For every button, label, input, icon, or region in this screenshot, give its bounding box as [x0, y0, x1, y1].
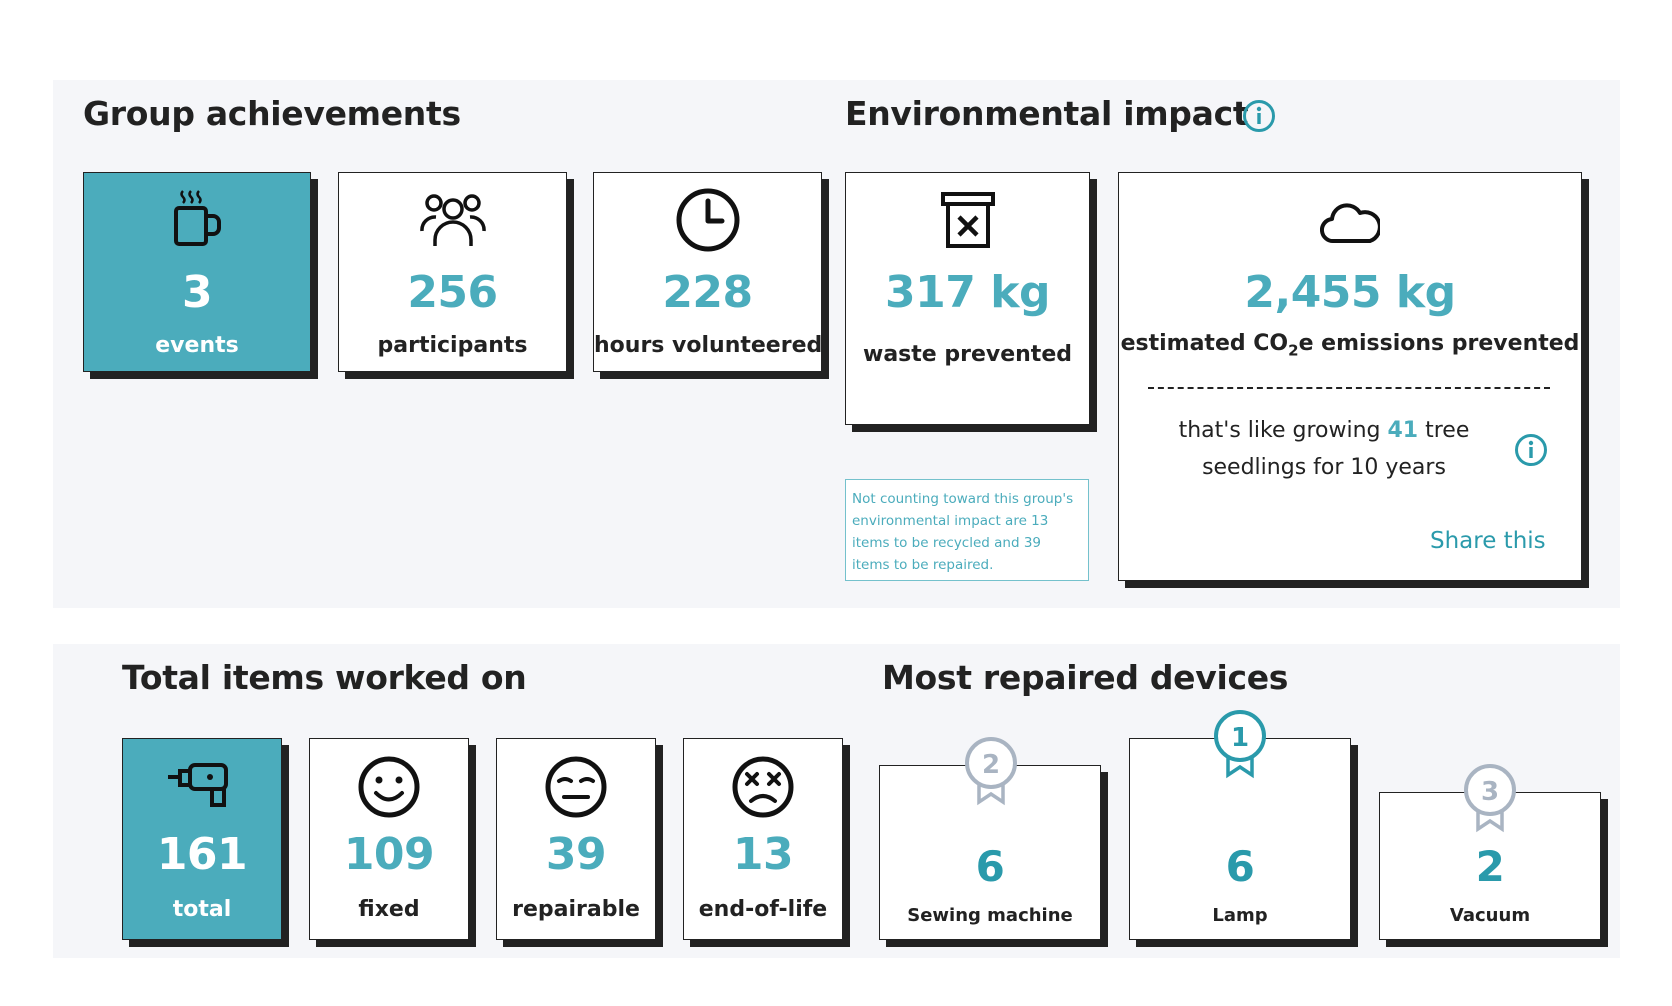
fixed-items-card: 109 fixed — [309, 738, 469, 940]
co2-label: estimated CO2e emissions prevented — [1120, 331, 1580, 360]
hours-label: hours volunteered — [594, 333, 823, 358]
participants-label: participants — [377, 333, 528, 358]
waste-card: 317 kg waste prevented — [845, 172, 1090, 425]
environmental-impact-title: Environmental impact — [845, 94, 1249, 133]
events-card: 3 events — [83, 172, 311, 372]
coffee-cup-icon — [174, 190, 221, 246]
repairable-items-label: repairable — [512, 897, 640, 922]
bin-icon — [940, 192, 995, 248]
device-count: 6 — [1225, 842, 1255, 891]
cloud-icon — [1320, 203, 1380, 244]
hours-card: 228 hours volunteered — [593, 172, 822, 372]
participants-card: 256 participants — [338, 172, 567, 372]
device-name: Sewing machine — [907, 905, 1073, 926]
total-items-label: total — [172, 897, 232, 922]
svg-text:2: 2 — [982, 750, 1000, 780]
total-items-title: Total items worked on — [122, 658, 527, 697]
device-name: Lamp — [1212, 905, 1268, 926]
drill-icon — [168, 763, 228, 807]
total-items-card: 161 total — [122, 738, 282, 940]
co2-card: 2,455 kg estimated CO2e emissions preven… — [1118, 172, 1582, 581]
share-link[interactable]: Share this — [1430, 528, 1546, 554]
device-card-lamp: 6 Lamp — [1129, 738, 1351, 940]
medal-rank-2-icon: 2 — [965, 737, 1017, 806]
impact-note: Not counting toward this group's environ… — [845, 479, 1089, 581]
device-count: 6 — [975, 842, 1005, 891]
tree-equivalent-text: that's like growing 41 tree seedlings fo… — [1178, 418, 1470, 480]
waste-value: 317 kg — [885, 267, 1050, 318]
end-of-life-items-count: 13 — [732, 829, 794, 880]
device-count: 2 — [1475, 842, 1505, 891]
device-name: Vacuum — [1449, 905, 1531, 926]
waste-label: waste prevented — [863, 342, 1072, 367]
clock-icon — [676, 188, 739, 252]
repairable-items-card: 39 repairable — [496, 738, 656, 940]
co2-divider — [1148, 387, 1550, 389]
most-repaired-title: Most repaired devices — [882, 658, 1289, 697]
events-count: 3 — [181, 267, 213, 318]
info-icon[interactable] — [1242, 99, 1276, 133]
fixed-items-label: fixed — [358, 897, 420, 922]
svg-text:1: 1 — [1231, 723, 1249, 753]
events-label: events — [155, 333, 239, 358]
hours-count: 228 — [662, 267, 753, 318]
end-of-life-items-label: end-of-life — [698, 897, 828, 922]
medal-rank-3-icon: 3 — [1464, 764, 1516, 833]
fixed-items-count: 109 — [343, 829, 435, 880]
medal-rank-1-icon: 1 — [1214, 710, 1266, 779]
svg-text:3: 3 — [1481, 777, 1499, 807]
smile-icon — [358, 756, 420, 818]
end-of-life-items-card: 13 end-of-life — [683, 738, 843, 940]
repairable-items-count: 39 — [545, 829, 607, 880]
neutral-face-icon — [545, 756, 607, 818]
group-achievements-title: Group achievements — [83, 94, 461, 133]
participants-count: 256 — [407, 267, 498, 318]
total-items-count: 161 — [156, 829, 248, 880]
dead-face-icon — [732, 756, 794, 818]
people-icon — [419, 194, 486, 246]
co2-value: 2,455 kg — [1244, 267, 1456, 318]
tree-info-icon[interactable] — [1514, 433, 1548, 467]
